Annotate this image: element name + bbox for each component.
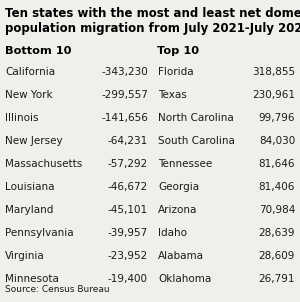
Text: Top 10: Top 10	[157, 46, 199, 56]
Text: Illinois: Illinois	[5, 113, 38, 123]
Text: -45,101: -45,101	[108, 205, 148, 215]
Text: Florida: Florida	[158, 67, 194, 77]
Text: 318,855: 318,855	[252, 67, 295, 77]
Text: Tennessee: Tennessee	[158, 159, 212, 169]
Text: population migration from July 2021-July 2022: population migration from July 2021-July…	[5, 22, 300, 35]
Text: New York: New York	[5, 90, 52, 100]
Text: Arizona: Arizona	[158, 205, 197, 215]
Text: -57,292: -57,292	[108, 159, 148, 169]
Text: -46,672: -46,672	[108, 182, 148, 192]
Text: Louisiana: Louisiana	[5, 182, 55, 192]
Text: Georgia: Georgia	[158, 182, 199, 192]
Text: New Jersey: New Jersey	[5, 136, 63, 146]
Text: 26,791: 26,791	[259, 274, 295, 284]
Text: 70,984: 70,984	[259, 205, 295, 215]
Text: North Carolina: North Carolina	[158, 113, 234, 123]
Text: Pennsylvania: Pennsylvania	[5, 228, 73, 238]
Text: Texas: Texas	[158, 90, 187, 100]
Text: Minnesota: Minnesota	[5, 274, 59, 284]
Text: South Carolina: South Carolina	[158, 136, 235, 146]
Text: 84,030: 84,030	[259, 136, 295, 146]
Text: Bottom 10: Bottom 10	[5, 46, 71, 56]
Text: 99,796: 99,796	[259, 113, 295, 123]
Text: 230,961: 230,961	[252, 90, 295, 100]
Text: Maryland: Maryland	[5, 205, 53, 215]
Text: -23,952: -23,952	[108, 251, 148, 261]
Text: -141,656: -141,656	[101, 113, 148, 123]
Text: -64,231: -64,231	[108, 136, 148, 146]
Text: Source: Census Bureau: Source: Census Bureau	[5, 285, 109, 294]
Text: -343,230: -343,230	[101, 67, 148, 77]
Text: Alabama: Alabama	[158, 251, 204, 261]
Text: 28,609: 28,609	[259, 251, 295, 261]
Text: -39,957: -39,957	[108, 228, 148, 238]
Text: California: California	[5, 67, 55, 77]
Text: Oklahoma: Oklahoma	[158, 274, 211, 284]
Text: 81,406: 81,406	[259, 182, 295, 192]
Text: Ten states with the most and least net domestic: Ten states with the most and least net d…	[5, 7, 300, 20]
Text: 28,639: 28,639	[259, 228, 295, 238]
Text: -19,400: -19,400	[108, 274, 148, 284]
Text: -299,557: -299,557	[101, 90, 148, 100]
Text: Massachusetts: Massachusetts	[5, 159, 82, 169]
Text: Virginia: Virginia	[5, 251, 45, 261]
Text: Idaho: Idaho	[158, 228, 187, 238]
Text: 81,646: 81,646	[259, 159, 295, 169]
